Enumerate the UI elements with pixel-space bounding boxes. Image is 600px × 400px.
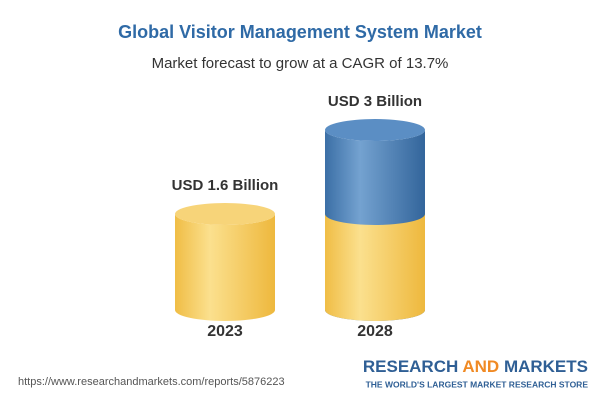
value-label: USD 3 Billion (328, 93, 422, 110)
cylinder-top (175, 203, 275, 225)
cylinder-body (175, 214, 275, 321)
value-label: USD 1.6 Billion (172, 177, 279, 194)
brand-tagline: THE WORLD'S LARGEST MARKET RESEARCH STOR… (366, 379, 589, 389)
plot: USD 1.6 Billion 2023 USD 3 Billion 2028 (172, 93, 425, 340)
chart-title: Global Visitor Management System Market (118, 22, 482, 42)
cylinder-top (325, 119, 425, 141)
brand-word: MARKETS (504, 357, 588, 376)
category-label: 2028 (357, 323, 393, 340)
chart-subtitle: Market forecast to grow at a CAGR of 13.… (152, 55, 449, 72)
brand-word: AND (462, 357, 499, 376)
baseline-segment (325, 214, 425, 321)
category-label: 2023 (207, 323, 243, 340)
brand-name: RESEARCH AND MARKETS (363, 357, 588, 376)
brand-word: RESEARCH (363, 357, 458, 376)
source-url: https://www.researchandmarkets.com/repor… (18, 376, 285, 388)
